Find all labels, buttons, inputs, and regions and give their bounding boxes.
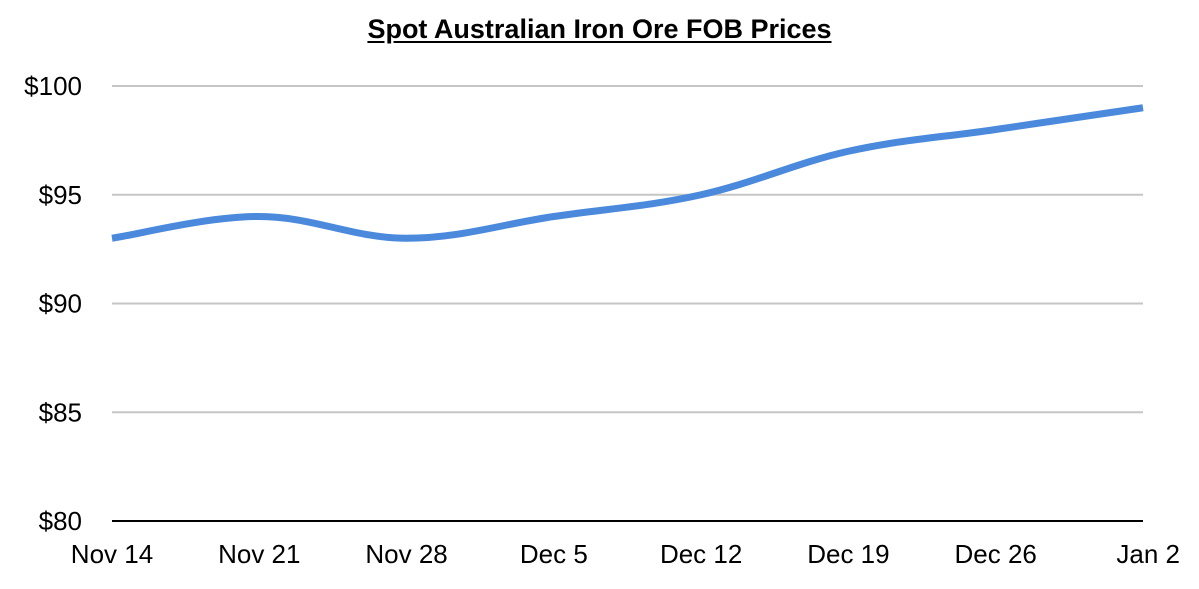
y-tick-label: $100: [24, 71, 82, 101]
y-tick-label: $90: [39, 289, 82, 319]
x-tick-label: Nov 28: [365, 539, 447, 569]
y-tick-label: $95: [39, 180, 82, 210]
y-tick-label: $85: [39, 397, 82, 427]
x-tick-label: Nov 14: [71, 539, 153, 569]
x-tick-label: Dec 12: [660, 539, 742, 569]
series-line: [111, 104, 1144, 242]
x-tick-label: Nov 21: [218, 539, 300, 569]
y-tick-labels: $80 $85 $90 $95 $100: [24, 71, 82, 536]
x-tick-labels: Nov 14 Nov 21 Nov 28 Dec 5 Dec 12 Dec 19 Dec 2…: [71, 539, 1180, 569]
chart-title: Spot Australian Iron Ore FOB Prices: [367, 14, 832, 44]
x-tick-label: Dec 26: [955, 539, 1037, 569]
y-tick-label: $80: [39, 506, 82, 536]
gridlines: [112, 85, 1143, 414]
x-tick-label: Dec 5: [520, 539, 588, 569]
x-tick-label: Jan 2: [1116, 539, 1180, 569]
x-tick-label: Dec 19: [807, 539, 889, 569]
series: [111, 104, 1144, 242]
